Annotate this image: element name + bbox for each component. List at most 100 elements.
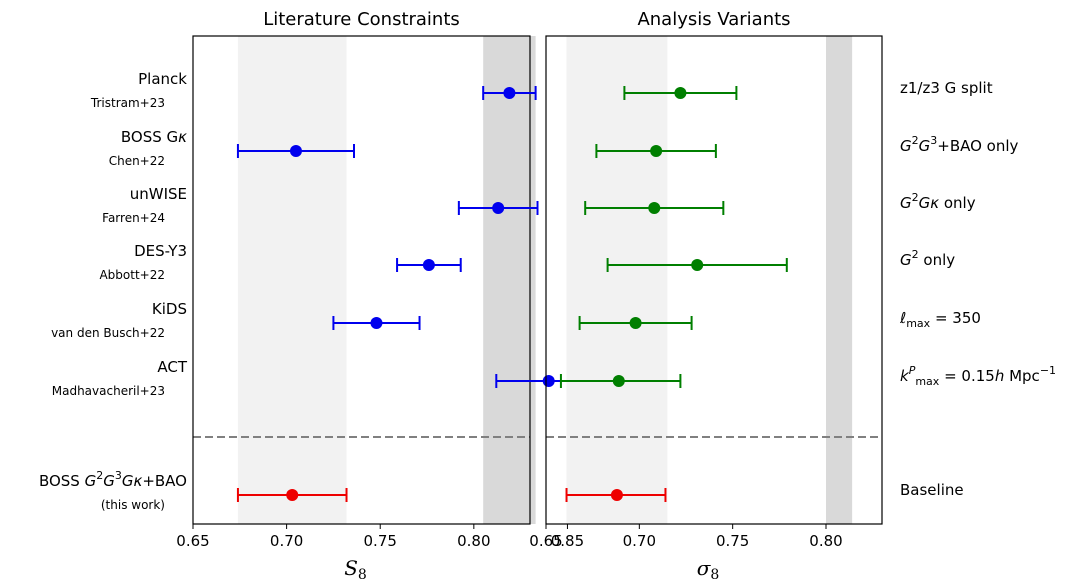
variant-label-part: = 350	[930, 309, 981, 327]
point-sublabel: Abbott+22	[99, 268, 165, 282]
point-label: unWISE	[130, 185, 187, 203]
data-point-marker	[370, 317, 383, 329]
variant-label-part: 2	[912, 134, 919, 147]
x-axis-subscript: 8	[358, 567, 367, 581]
point-label-part: +BAO	[142, 472, 187, 490]
variant-label-part: G	[919, 194, 931, 212]
data-point-marker	[492, 202, 505, 214]
point-label-part: κ	[178, 128, 187, 146]
point-label: BOSS G2G3Gκ+BAO	[39, 469, 187, 490]
point-label-part: G	[85, 472, 97, 490]
variant-label-part: −1	[1040, 364, 1056, 377]
x-tick-label: 0.75	[364, 532, 397, 550]
data-point-marker	[289, 145, 302, 157]
point-label-part: BOSS G	[121, 128, 178, 146]
variant-label: z1/z3 G split	[900, 79, 993, 97]
x-axis-subscript: 8	[710, 567, 719, 581]
x-tick-label: 0.70	[623, 532, 656, 550]
data-point-row-0	[482, 86, 537, 100]
data-point-marker	[691, 259, 704, 271]
x-tick-label: 0.65	[176, 532, 209, 550]
point-sublabel: Chen+22	[109, 154, 165, 168]
variant-label-part: G	[900, 194, 912, 212]
variant-label-part: h	[995, 367, 1005, 385]
variant-label-part: max	[915, 375, 939, 388]
variant-label-part: Baseline	[900, 481, 964, 499]
point-sublabel: (this work)	[101, 498, 165, 512]
x-tick-label: 0.80	[457, 532, 490, 550]
band-1	[826, 36, 853, 524]
band-0	[566, 36, 668, 524]
variant-label-part: G	[900, 251, 912, 269]
variant-label: G2 only	[900, 248, 955, 269]
variant-label-part: k	[900, 367, 910, 385]
data-point-marker	[286, 489, 299, 501]
point-label-part: 2	[96, 469, 103, 482]
point-label: KiDS	[152, 300, 187, 318]
variant-label-part: max	[906, 317, 930, 330]
data-point-row-3	[606, 258, 788, 272]
point-sublabel: Tristram+23	[90, 96, 165, 110]
data-point-marker	[612, 375, 625, 387]
panel-title: Analysis Variants	[637, 9, 790, 30]
x-axis-symbol: S	[344, 556, 358, 580]
data-point-row-3	[396, 258, 462, 272]
x-axis-label: S8	[344, 556, 367, 581]
data-point-row-1	[595, 144, 717, 158]
data-point-marker	[629, 317, 642, 329]
data-point-row-5	[559, 374, 682, 388]
x-tick-label: 0.75	[716, 532, 749, 550]
variant-label-part: κ	[930, 194, 939, 212]
variant-label-part: z1/z3 G split	[900, 79, 993, 97]
point-label-part: κ	[133, 472, 142, 490]
data-point-row-4	[332, 316, 421, 330]
point-label-part: ACT	[157, 358, 187, 376]
variant-label: Baseline	[900, 481, 964, 499]
variant-label-part: 2	[912, 248, 919, 261]
variant-label-part: +BAO only	[937, 137, 1018, 155]
variant-label-part: = 0.15	[939, 367, 995, 385]
variant-label: ℓmax = 350	[899, 309, 981, 330]
data-point-row-0	[623, 86, 738, 100]
data-point-marker	[648, 202, 661, 214]
variant-label-part: G	[919, 137, 931, 155]
data-point-row-1	[236, 144, 356, 158]
x-tick-label: 0.65	[529, 532, 562, 550]
data-point-marker	[650, 145, 663, 157]
point-label-part: DES-Y3	[134, 242, 187, 260]
point-label: BOSS Gκ	[121, 128, 187, 146]
point-sublabel: Madhavacheril+23	[52, 384, 165, 398]
data-point-row-6	[236, 488, 348, 502]
variant-label-part: G	[900, 137, 912, 155]
point-label: Planck	[138, 70, 187, 88]
point-label-part: G	[103, 472, 115, 490]
variant-label-part: 2	[912, 191, 919, 204]
band-1	[483, 36, 536, 524]
variant-label-part: Mpc	[1004, 367, 1039, 385]
axes-frame	[192, 35, 531, 525]
point-label: DES-Y3	[134, 242, 187, 260]
variant-label: kPmax = 0.15h Mpc−1	[900, 364, 1056, 388]
x-tick-label: 0.70	[270, 532, 303, 550]
point-sublabel: van den Busch+22	[51, 326, 165, 340]
data-point-marker	[542, 375, 555, 387]
x-axis-symbol: σ	[697, 556, 712, 580]
x-axis-label: σ8	[697, 556, 720, 581]
variant-label-part: 3	[930, 134, 937, 147]
data-point-marker	[503, 87, 516, 99]
panel-literature-constraints: Literature Constraints 0.65 0.70 0.75 0.80 0.…	[39, 9, 603, 581]
data-point-marker	[674, 87, 687, 99]
panel-title: Literature Constraints	[263, 9, 460, 30]
data-point-marker	[610, 489, 623, 501]
variant-label-part: only	[939, 194, 976, 212]
data-point-row-6	[565, 488, 667, 502]
x-tick-label: 0.85	[551, 532, 584, 550]
variant-label: G2G3+BAO only	[900, 134, 1019, 155]
data-point-marker	[422, 259, 435, 271]
data-point-row-2	[457, 201, 539, 215]
axes-frame	[545, 35, 883, 525]
point-label-part: G	[122, 472, 134, 490]
x-tick-label: 0.80	[809, 532, 842, 550]
variant-label-part: ℓ	[899, 309, 906, 327]
